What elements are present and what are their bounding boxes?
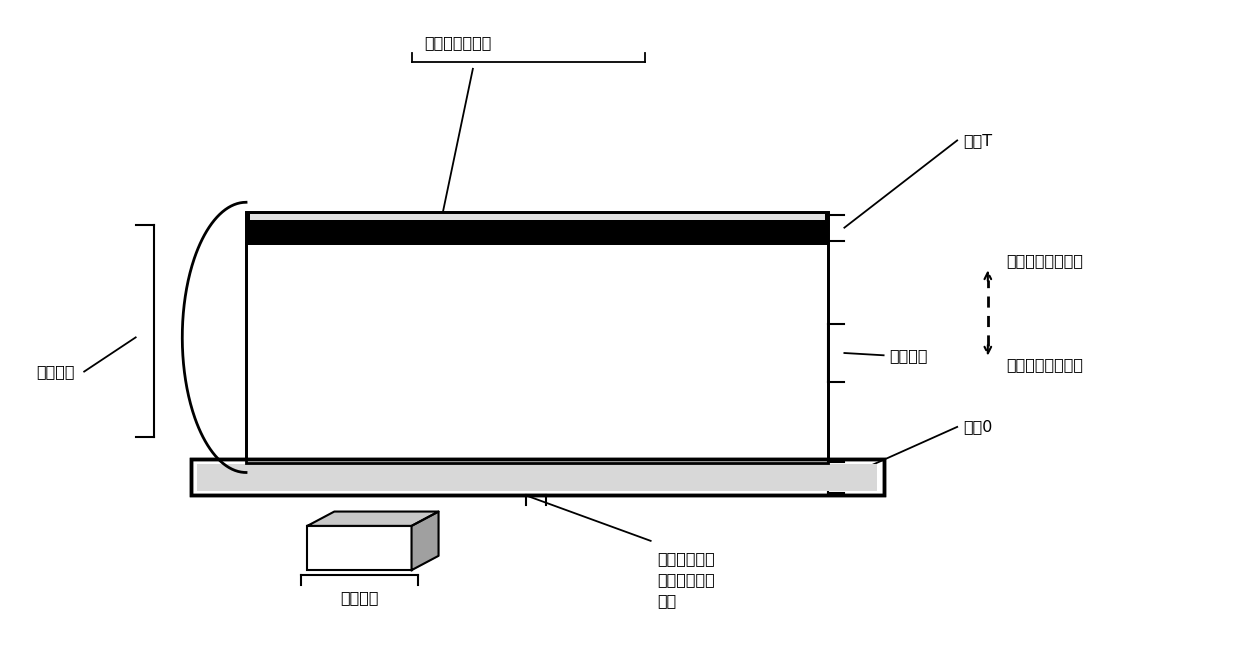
Bar [197, 464, 878, 491]
Text: 位置T: 位置T [963, 133, 992, 148]
Polygon shape [308, 511, 439, 526]
Bar [191, 460, 884, 495]
Text: 柔性幕片: 柔性幕片 [890, 348, 929, 363]
Polygon shape [412, 511, 439, 570]
Text: 投影屏幕: 投影屏幕 [36, 364, 74, 379]
Bar [246, 243, 828, 463]
Text: 屏幕向下卷起方向: 屏幕向下卷起方向 [1006, 358, 1084, 372]
Bar [191, 460, 884, 495]
Text: 投影屏幕上边沿: 投影屏幕上边沿 [424, 35, 491, 51]
Text: 投影主机: 投影主机 [340, 590, 378, 605]
Text: 屏幕向上展开方向: 屏幕向上展开方向 [1006, 253, 1084, 269]
Text: 位置0: 位置0 [963, 420, 993, 434]
Bar [246, 212, 828, 463]
Bar [308, 526, 412, 570]
Text: 驱动柔性幕片
卷起或展开的
机构: 驱动柔性幕片 卷起或展开的 机构 [657, 551, 714, 608]
Bar [246, 212, 828, 243]
Bar [246, 212, 828, 243]
Bar [249, 213, 825, 220]
